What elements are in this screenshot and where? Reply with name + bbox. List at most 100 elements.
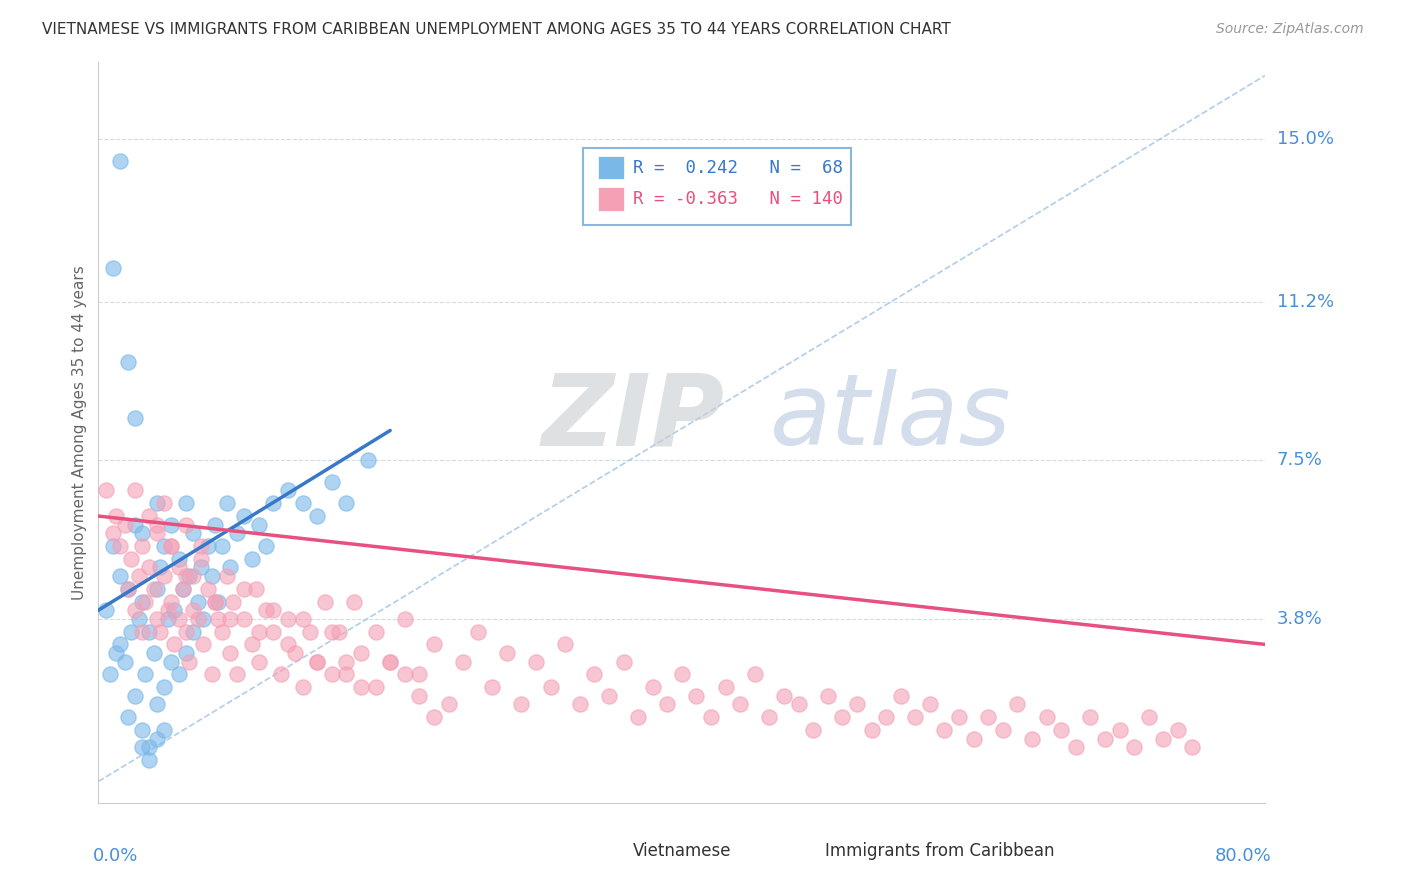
Point bbox=[307, 655, 329, 669]
Point bbox=[201, 569, 224, 583]
Point bbox=[948, 710, 970, 724]
Point bbox=[197, 582, 219, 596]
Point bbox=[204, 595, 226, 609]
Point bbox=[131, 624, 153, 639]
Point bbox=[540, 680, 562, 694]
Point bbox=[120, 624, 142, 639]
Point bbox=[277, 612, 299, 626]
Point bbox=[291, 496, 314, 510]
Point bbox=[218, 646, 240, 660]
Point bbox=[153, 539, 176, 553]
Point bbox=[104, 509, 127, 524]
Point bbox=[291, 612, 314, 626]
Point bbox=[1050, 723, 1073, 737]
Bar bbox=[598, 186, 624, 211]
Point bbox=[149, 560, 172, 574]
Point bbox=[146, 612, 169, 626]
Text: Vietnamese: Vietnamese bbox=[633, 842, 731, 860]
Point bbox=[174, 624, 197, 639]
Point bbox=[307, 509, 329, 524]
Point bbox=[350, 680, 373, 694]
Point bbox=[1108, 723, 1130, 737]
Point bbox=[773, 689, 796, 703]
Point bbox=[197, 539, 219, 553]
Point bbox=[730, 698, 752, 712]
Point bbox=[177, 569, 200, 583]
Point bbox=[174, 646, 197, 660]
Point bbox=[1152, 731, 1174, 746]
Point bbox=[177, 655, 200, 669]
Y-axis label: Unemployment Among Ages 35 to 44 years: Unemployment Among Ages 35 to 44 years bbox=[72, 265, 87, 600]
Point bbox=[1167, 723, 1189, 737]
Point bbox=[350, 646, 373, 660]
Text: Immigrants from Caribbean: Immigrants from Caribbean bbox=[825, 842, 1054, 860]
Point bbox=[671, 667, 693, 681]
Point bbox=[685, 689, 707, 703]
Point bbox=[131, 740, 153, 755]
Point bbox=[138, 740, 160, 755]
Point bbox=[117, 710, 139, 724]
Point bbox=[758, 710, 780, 724]
Point bbox=[131, 723, 153, 737]
FancyBboxPatch shape bbox=[582, 147, 851, 226]
Point bbox=[380, 655, 402, 669]
Point bbox=[284, 646, 307, 660]
Point bbox=[328, 624, 350, 639]
Point bbox=[801, 723, 824, 737]
Point bbox=[510, 698, 533, 712]
Text: 80.0%: 80.0% bbox=[1215, 847, 1271, 865]
Point bbox=[314, 595, 336, 609]
Point bbox=[612, 655, 634, 669]
Point bbox=[117, 355, 139, 369]
Point bbox=[146, 731, 169, 746]
Point bbox=[181, 624, 204, 639]
Point bbox=[124, 483, 146, 498]
Point bbox=[233, 509, 256, 524]
Point bbox=[146, 517, 169, 532]
Point bbox=[218, 560, 240, 574]
Point bbox=[215, 569, 238, 583]
Point bbox=[335, 667, 357, 681]
Point bbox=[167, 552, 190, 566]
Point bbox=[627, 710, 650, 724]
Text: ZIP: ZIP bbox=[541, 369, 725, 467]
Point bbox=[700, 710, 723, 724]
Point bbox=[114, 517, 136, 532]
Point bbox=[146, 496, 169, 510]
Point bbox=[94, 483, 117, 498]
Point bbox=[207, 612, 229, 626]
Point bbox=[153, 680, 176, 694]
Point bbox=[181, 603, 204, 617]
Point bbox=[172, 582, 194, 596]
Point bbox=[298, 624, 321, 639]
Point bbox=[277, 483, 299, 498]
Point bbox=[335, 655, 357, 669]
Point bbox=[149, 624, 172, 639]
Point bbox=[1035, 710, 1057, 724]
Point bbox=[233, 612, 256, 626]
Point bbox=[160, 595, 183, 609]
Text: atlas: atlas bbox=[769, 369, 1011, 467]
Point bbox=[226, 526, 249, 541]
Point bbox=[167, 612, 190, 626]
Point bbox=[190, 560, 212, 574]
Point bbox=[394, 612, 416, 626]
Point bbox=[291, 680, 314, 694]
Point bbox=[153, 569, 176, 583]
Point bbox=[343, 595, 366, 609]
Point bbox=[146, 698, 169, 712]
Point bbox=[247, 655, 270, 669]
Point bbox=[201, 667, 224, 681]
Point bbox=[233, 582, 256, 596]
Point bbox=[335, 496, 357, 510]
Point bbox=[1064, 740, 1087, 755]
Point bbox=[124, 603, 146, 617]
Point bbox=[568, 698, 591, 712]
Point bbox=[270, 667, 292, 681]
Point bbox=[181, 526, 204, 541]
Point bbox=[124, 410, 146, 425]
Text: 11.2%: 11.2% bbox=[1277, 293, 1334, 311]
Point bbox=[153, 723, 176, 737]
Point bbox=[934, 723, 956, 737]
Point bbox=[110, 539, 132, 553]
